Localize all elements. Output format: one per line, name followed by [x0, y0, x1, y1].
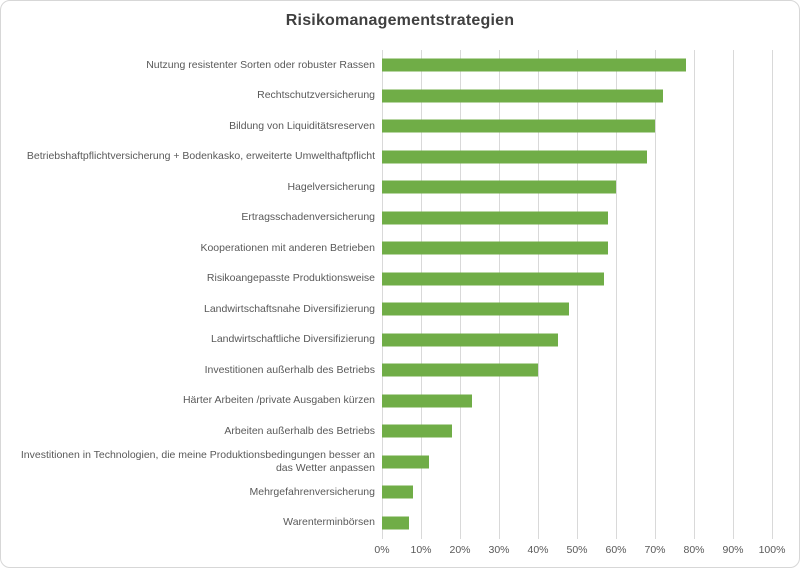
- gridline: [420, 50, 422, 539]
- category-label: Investitionen in Technologien, die meine…: [20, 448, 375, 474]
- bar[interactable]: [382, 455, 429, 469]
- bar-area: [382, 142, 772, 173]
- x-tick-label: 40%: [527, 544, 549, 556]
- bar[interactable]: [382, 485, 414, 499]
- category-label: Warenterminbörsen: [283, 516, 375, 529]
- x-tick-label: 60%: [605, 544, 627, 556]
- bar[interactable]: [382, 302, 570, 316]
- bar-row: Kooperationen mit anderen Betrieben: [1, 233, 799, 264]
- bar-row: Investitionen in Technologien, die meine…: [1, 447, 799, 478]
- bar-row: Mehrgefahrenversicherung: [1, 477, 799, 508]
- x-tick-label: 70%: [644, 544, 666, 556]
- bar-row: Warenterminbörsen: [1, 508, 799, 539]
- bar-row: Rechtschutzversicherung: [1, 81, 799, 112]
- bar-rows: Nutzung resistenter Sorten oder robuster…: [1, 50, 799, 538]
- gridline: [654, 50, 656, 539]
- category-label: Arbeiten außerhalb des Betriebs: [224, 424, 375, 437]
- x-tick-label: 100%: [758, 544, 786, 556]
- bar[interactable]: [382, 150, 648, 164]
- x-axis: 0% 10% 20% 30% 40% 50% 60% 70% 80% 90% 100%: [374, 544, 785, 558]
- bar[interactable]: [382, 333, 558, 347]
- bar-row: Investitionen außerhalb des Betriebs: [1, 355, 799, 386]
- x-tick-label: 90%: [722, 544, 744, 556]
- chart-title: Risikomanagementstrategien: [285, 12, 515, 29]
- bar-row: Bildung von Liquiditätsreserven: [1, 111, 799, 142]
- category-label: Risikoangepasste Produktionsweise: [206, 272, 375, 285]
- bar-row: Härter Arbeiten /private Ausgaben kürzen: [1, 386, 799, 417]
- bar-area: [382, 264, 772, 295]
- gridline: [732, 50, 734, 539]
- bar-row: Landwirtschaftliche Diversifizierung: [1, 325, 799, 356]
- gridline: [771, 50, 773, 539]
- bar-row: Ertragsschadenversicherung: [1, 203, 799, 234]
- bar-area: [382, 355, 772, 386]
- x-tick-label: 20%: [449, 544, 471, 556]
- bar-area: [382, 172, 772, 203]
- bar-area: [382, 81, 772, 112]
- bar[interactable]: [382, 394, 472, 408]
- x-tick-label: 0%: [374, 544, 390, 556]
- bar-row: Hagelversicherung: [1, 172, 799, 203]
- category-label: Rechtschutzversicherung: [257, 89, 375, 102]
- bar-area: [382, 50, 772, 81]
- bar-row: Landwirtschaftsnahe Diversifizierung: [1, 294, 799, 325]
- bar[interactable]: [382, 424, 453, 438]
- gridlines: [381, 50, 773, 539]
- bar-area: [382, 325, 772, 356]
- category-label: Landwirtschaftliche Diversifizierung: [211, 333, 375, 346]
- bar-area: [382, 294, 772, 325]
- bar-area: [382, 233, 772, 264]
- bar-area: [382, 477, 772, 508]
- bar[interactable]: [382, 241, 609, 255]
- category-label: Mehrgefahrenversicherung: [249, 485, 376, 498]
- bar[interactable]: [382, 211, 609, 225]
- gridline: [498, 50, 500, 539]
- x-tick-label: 10%: [410, 544, 432, 556]
- bar-row: Risikoangepasste Produktionsweise: [1, 264, 799, 295]
- bar-area: [382, 111, 772, 142]
- gridline: [693, 50, 695, 539]
- category-label: Betriebshaftpflichtversicherung + Bodenk…: [26, 150, 375, 163]
- bar-area: [382, 508, 772, 539]
- bar-row: Arbeiten außerhalb des Betriebs: [1, 416, 799, 447]
- bar[interactable]: [382, 89, 663, 103]
- bar-area: [382, 416, 772, 447]
- bar[interactable]: [382, 180, 616, 194]
- bar-area: [382, 386, 772, 417]
- bar-area: [382, 203, 772, 234]
- bar[interactable]: [382, 58, 687, 72]
- category-label: Hagelversicherung: [287, 180, 375, 193]
- category-label: Ertragsschadenversicherung: [241, 211, 375, 224]
- x-tick-label: 30%: [488, 544, 510, 556]
- bar-area: [382, 447, 772, 478]
- gridline: [381, 50, 383, 539]
- gridline: [537, 50, 539, 539]
- category-label: Investitionen außerhalb des Betriebs: [204, 363, 375, 376]
- x-tick-label: 50%: [566, 544, 588, 556]
- bar-row: Betriebshaftpflichtversicherung + Bodenk…: [1, 142, 799, 173]
- gridline: [576, 50, 578, 539]
- category-label: Bildung von Liquiditätsreserven: [229, 119, 375, 132]
- bar[interactable]: [382, 272, 605, 286]
- bar[interactable]: [382, 363, 538, 377]
- category-label: Nutzung resistenter Sorten oder robuster…: [146, 58, 375, 71]
- gridline: [459, 50, 461, 539]
- bar[interactable]: [382, 119, 655, 133]
- gridline: [615, 50, 617, 539]
- category-label: Landwirtschaftsnahe Diversifizierung: [204, 302, 375, 315]
- category-label: Kooperationen mit anderen Betrieben: [200, 241, 375, 254]
- bar-row: Nutzung resistenter Sorten oder robuster…: [1, 50, 799, 81]
- bar[interactable]: [382, 516, 410, 530]
- category-label: Härter Arbeiten /private Ausgaben kürzen: [182, 394, 375, 407]
- x-tick-label: 80%: [683, 544, 705, 556]
